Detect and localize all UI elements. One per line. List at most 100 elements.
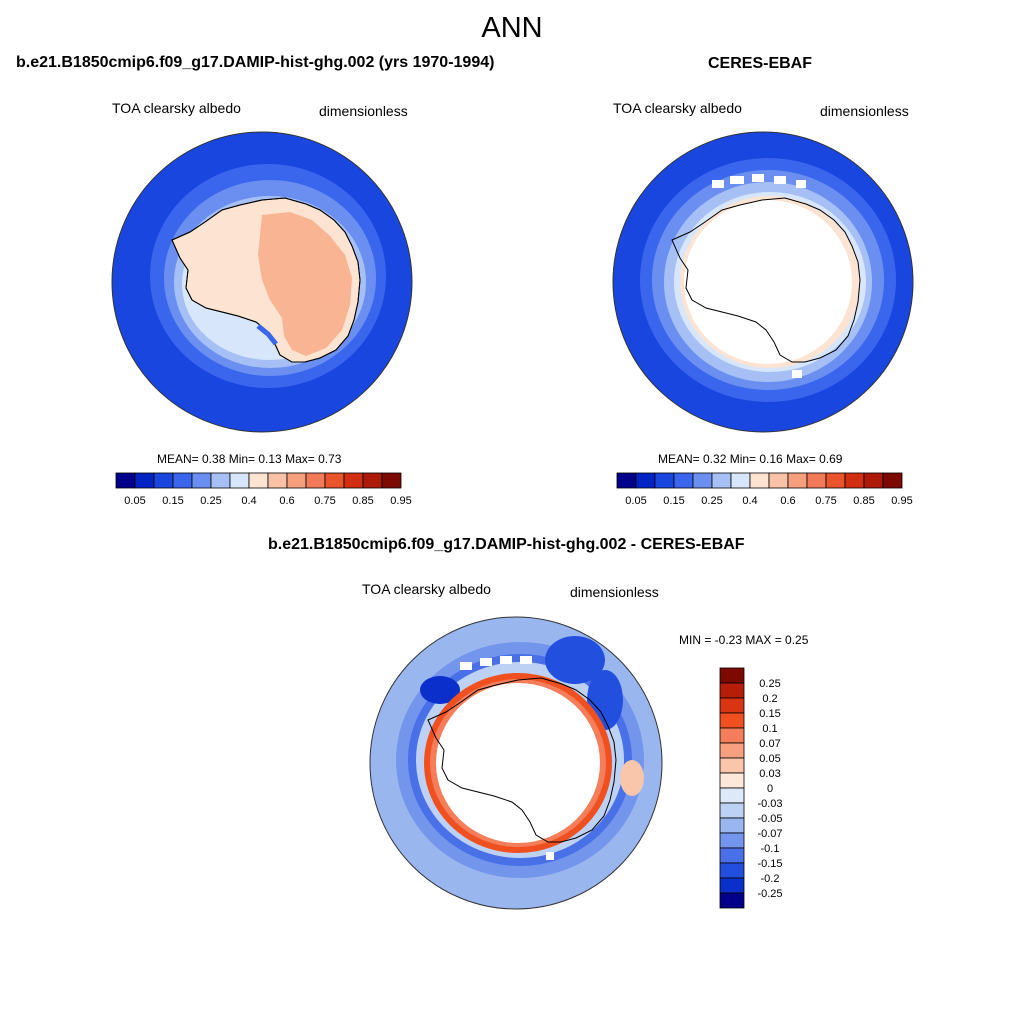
colorbar-panel-2-swatch [806, 472, 827, 489]
panel-1-stats: MEAN= 0.38 Min= 0.13 Max= 0.73 [157, 452, 342, 466]
panel-3-units: dimensionless [570, 584, 659, 600]
panel-1-title: b.e21.B1850cmip6.f09_g17.DAMIP-hist-ghg.… [16, 54, 495, 71]
colorbar-panel-1-labels: 0.05 0.15 0.25 0.4 0.6 0.75 0.85 0.95 [124, 495, 411, 507]
colorbar-panel-3-labels: 0.25 0.2 0.15 0.1 0.07 0.05 0.03 0 -0.03 -0.05 -0.… [757, 678, 782, 900]
colorbar-panel-2-swatch [768, 472, 789, 489]
colorbar-panel-2-tick-label: 0.25 [701, 495, 722, 507]
panel-1-units: dimensionless [319, 103, 408, 119]
colorbar-panel-3-tick-label: 0.1 [762, 723, 777, 735]
colorbar-panel-3-swatch [719, 727, 745, 744]
colorbar-panel-3-swatch [719, 712, 745, 729]
colorbar-panel-3-swatch [719, 892, 745, 909]
panel-3-stats: MIN = -0.23 MAX = 0.25 [679, 633, 809, 647]
colorbar-panel-1-tick-label: 0.85 [352, 495, 373, 507]
colorbar-panel-2-labels: 0.05 0.15 0.25 0.4 0.6 0.75 0.85 0.95 [625, 495, 912, 507]
colorbar-panel-2-swatch [692, 472, 713, 489]
map-difference-border [369, 616, 663, 910]
colorbar-panel-1-tick-label: 0.6 [279, 495, 294, 507]
colorbar-panel-3-tick-label: 0.03 [759, 768, 780, 780]
colorbar-panel-2-swatches [616, 472, 903, 489]
colorbar-panel-3: 0.25 0.2 0.15 0.1 0.07 0.05 0.03 0 -0.03 -0.05 -0.… [719, 667, 783, 909]
colorbar-panel-3-swatch [719, 862, 745, 879]
colorbar-panel-3-swatch [719, 772, 745, 789]
colorbar-panel-1-swatch [305, 472, 326, 489]
colorbar-panel-3-tick-label: -0.1 [761, 843, 780, 855]
colorbar-panel-1-swatch [153, 472, 174, 489]
colorbar-panel-2-swatch [844, 472, 865, 489]
colorbar-panel-3-swatch [719, 757, 745, 774]
map-obs-border [612, 131, 914, 433]
colorbar-panel-2-swatch [825, 472, 846, 489]
panel-2-stats: MEAN= 0.32 Min= 0.16 Max= 0.69 [658, 452, 843, 466]
colorbar-panel-2-swatch [673, 472, 694, 489]
colorbar-panel-2-swatch [863, 472, 884, 489]
colorbar-panel-2-tick-label: 0.15 [663, 495, 684, 507]
colorbar-panel-1-swatch [229, 472, 250, 489]
colorbar-panel-3-swatch [719, 697, 745, 714]
colorbar-panel-1-swatch [381, 472, 402, 489]
colorbar-panel-1-swatch [343, 472, 364, 489]
map-model [112, 132, 412, 432]
colorbar-panel-1-swatch [267, 472, 288, 489]
colorbar-panel-2-swatch [882, 472, 903, 489]
colorbar-panel-3-swatch [719, 742, 745, 759]
colorbar-panel-1-swatches [115, 472, 402, 489]
panel-1-variable: TOA clearsky albedo [112, 100, 241, 116]
colorbar-panel-3-tick-label: 0.07 [759, 738, 780, 750]
colorbar-panel-1-tick-label: 0.95 [390, 495, 411, 507]
colorbar-panel-1-tick-label: 0.4 [241, 495, 256, 507]
colorbar-panel-2-tick-label: 0.75 [815, 495, 836, 507]
colorbar-panel-1-swatch [324, 472, 345, 489]
colorbar-panel-3-swatches [719, 667, 745, 909]
colorbar-panel-2-swatch [749, 472, 770, 489]
colorbar-panel-3-tick-label: 0.05 [759, 753, 780, 765]
colorbar-panel-1-swatch [115, 472, 136, 489]
colorbar-panel-1-swatch [362, 472, 383, 489]
panel-2-variable: TOA clearsky albedo [613, 100, 742, 116]
panel-2-units: dimensionless [820, 103, 909, 119]
colorbar-panel-2: 0.05 0.15 0.25 0.4 0.6 0.75 0.85 0.95 [616, 472, 913, 507]
main-title: ANN [481, 12, 543, 44]
colorbar-panel-1-tick-label: 0.75 [314, 495, 335, 507]
colorbar-panel-3-swatch [719, 787, 745, 804]
panel-3-variable: TOA clearsky albedo [362, 581, 491, 597]
colorbar-panel-2-swatch [654, 472, 675, 489]
colorbar-panel-3-tick-label: 0.15 [759, 708, 780, 720]
colorbar-panel-2-tick-label: 0.4 [742, 495, 757, 507]
colorbar-panel-2-tick-label: 0.85 [853, 495, 874, 507]
map-obs [613, 132, 913, 432]
colorbar-panel-1-swatch [191, 472, 212, 489]
colorbar-panel-3-swatch [719, 877, 745, 894]
colorbar-panel-3-tick-label: -0.15 [757, 858, 782, 870]
colorbar-panel-3-swatch [719, 817, 745, 834]
panel-3-title: b.e21.B1850cmip6.f09_g17.DAMIP-hist-ghg.… [268, 536, 745, 553]
panel-2-title: CERES-EBAF [708, 55, 813, 72]
map-model-border [111, 131, 413, 433]
colorbar-panel-2-swatch [616, 472, 637, 489]
colorbar-panel-3-tick-label: -0.03 [757, 798, 782, 810]
colorbar-panel-1-tick-label: 0.05 [124, 495, 145, 507]
colorbar-panel-3-swatch [719, 667, 745, 684]
map-difference [370, 617, 662, 909]
colorbar-panel-2-swatch [711, 472, 732, 489]
colorbar-panel-1-swatch [286, 472, 307, 489]
colorbar-panel-1-swatch [210, 472, 231, 489]
colorbar-panel-3-tick-label: -0.25 [757, 888, 782, 900]
colorbar-panel-2-tick-label: 0.95 [891, 495, 912, 507]
colorbar-panel-3-tick-label: -0.05 [757, 813, 782, 825]
colorbar-panel-2-tick-label: 0.6 [780, 495, 795, 507]
colorbar-panel-1-swatch [248, 472, 269, 489]
colorbar-panel-2-swatch [730, 472, 751, 489]
colorbar-panel-1-tick-label: 0.15 [162, 495, 183, 507]
colorbar-panel-1-swatch [134, 472, 155, 489]
colorbar-panel-3-swatch [719, 847, 745, 864]
colorbar-panel-3-swatch [719, 832, 745, 849]
colorbar-panel-3-swatch [719, 802, 745, 819]
colorbar-panel-3-swatch [719, 682, 745, 699]
colorbar-panel-2-tick-label: 0.05 [625, 495, 646, 507]
colorbar-panel-2-swatch [635, 472, 656, 489]
colorbar-panel-1: 0.05 0.15 0.25 0.4 0.6 0.75 0.85 0.95 [115, 472, 412, 507]
colorbar-panel-3-tick-label: 0 [767, 783, 773, 795]
colorbar-panel-3-tick-label: -0.2 [761, 873, 780, 885]
